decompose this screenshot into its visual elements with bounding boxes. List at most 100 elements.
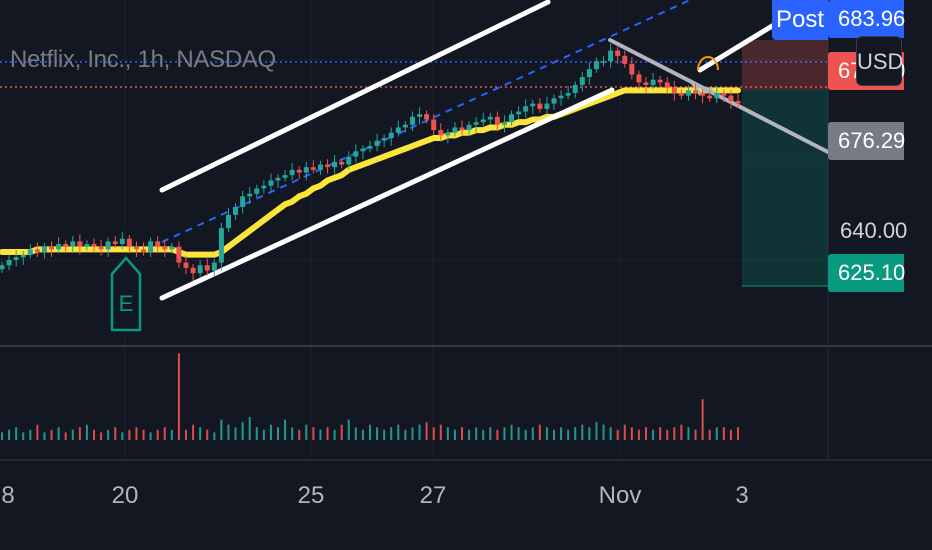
candle-body <box>707 95 713 99</box>
candle-body <box>34 249 40 252</box>
volume-bar <box>581 424 584 440</box>
volume-bar <box>616 429 619 440</box>
candle-body <box>615 50 621 56</box>
volume-bar <box>588 427 591 440</box>
candle-body <box>49 246 55 250</box>
volume-bar <box>43 432 46 440</box>
volume-bar <box>8 429 11 440</box>
volume-bar <box>446 427 449 440</box>
candle-body <box>41 246 47 252</box>
candle-body <box>162 246 168 250</box>
candle-body <box>353 151 359 157</box>
volume-bar <box>93 429 95 440</box>
volume-bar <box>15 427 18 440</box>
candle-body <box>119 238 125 245</box>
volume-bar <box>673 427 676 440</box>
volume-bar <box>269 424 272 440</box>
volume-bar <box>121 432 124 440</box>
volume-bar <box>220 419 223 440</box>
volume-bar <box>57 427 60 440</box>
volume-bar <box>439 424 442 440</box>
candle-body <box>572 85 578 93</box>
volume-bar <box>192 424 195 440</box>
candle-body <box>509 114 515 123</box>
volume-bar <box>50 429 53 440</box>
volume-bar <box>560 427 563 440</box>
candle-body <box>367 146 373 149</box>
volume-bar <box>199 427 202 440</box>
x-tick-27: 27 <box>419 482 447 509</box>
x-tick-nov: Nov <box>598 482 642 509</box>
candle-body <box>409 116 415 125</box>
candle-body <box>523 106 529 112</box>
volume-bar <box>701 399 704 440</box>
volume-bar <box>531 427 534 440</box>
volume-layer <box>1 353 739 440</box>
candle-body <box>112 241 118 245</box>
volume-bar <box>659 427 662 440</box>
volume-bar <box>489 427 492 440</box>
candle-body <box>537 103 543 109</box>
candle-body <box>402 124 408 128</box>
candle-body <box>148 241 154 252</box>
currency-button[interactable]: USD <box>856 36 903 86</box>
session-arc-icon <box>697 56 719 71</box>
volume-bar <box>496 429 499 440</box>
volume-bar <box>737 427 739 440</box>
volume-bar <box>177 353 180 440</box>
volume-bar <box>163 427 166 440</box>
volume-bar <box>114 427 117 440</box>
volume-bar <box>461 427 463 440</box>
volume-bar <box>284 419 287 440</box>
candle-body <box>664 82 670 88</box>
volume-bar <box>340 424 343 440</box>
volume-bar <box>319 429 322 440</box>
volume-bar <box>687 427 690 440</box>
candle-body <box>374 140 380 146</box>
volume-bar <box>645 427 647 440</box>
price-level-640: 640.00 <box>840 218 908 243</box>
volume-bar <box>404 429 407 440</box>
x-tick-8: 8 <box>1 482 15 509</box>
candle-body <box>218 228 224 263</box>
volume-bar <box>376 427 379 440</box>
candle-body <box>346 156 352 165</box>
candle-body <box>77 241 83 247</box>
candle-body <box>98 246 104 250</box>
candle-body <box>141 249 147 252</box>
target-zone <box>742 90 828 286</box>
candle-body <box>586 69 592 78</box>
candle-body <box>608 50 614 62</box>
candle-body <box>233 206 239 215</box>
candle-body <box>671 87 677 93</box>
volume-bar <box>390 427 393 440</box>
candle-body <box>579 77 585 86</box>
volume-bar <box>149 432 152 440</box>
candle-body <box>714 93 720 99</box>
candle-body <box>176 246 182 263</box>
volume-bar <box>630 427 633 440</box>
volume-bar <box>312 427 315 440</box>
volume-bar <box>524 429 527 440</box>
volume-bar <box>503 427 506 440</box>
channel-upper-extension <box>697 17 785 73</box>
volume-bar <box>347 419 350 440</box>
volume-bar <box>71 429 74 440</box>
volume-bar <box>708 429 711 440</box>
candle-body <box>155 241 161 247</box>
candle-body <box>622 55 628 64</box>
volume-bar <box>1 432 3 440</box>
candle-body <box>636 74 642 83</box>
earnings-marker-icon <box>110 256 142 332</box>
candle-body <box>197 265 203 274</box>
candle-body <box>317 164 323 170</box>
volume-bar <box>248 417 251 440</box>
candle-body <box>268 180 274 186</box>
candle-body <box>133 246 139 250</box>
candle-body <box>105 241 111 250</box>
volume-bar <box>694 429 697 440</box>
volume-bar <box>107 429 110 440</box>
candle-body <box>381 138 387 141</box>
post-price-tag: 683.96 <box>828 0 905 38</box>
